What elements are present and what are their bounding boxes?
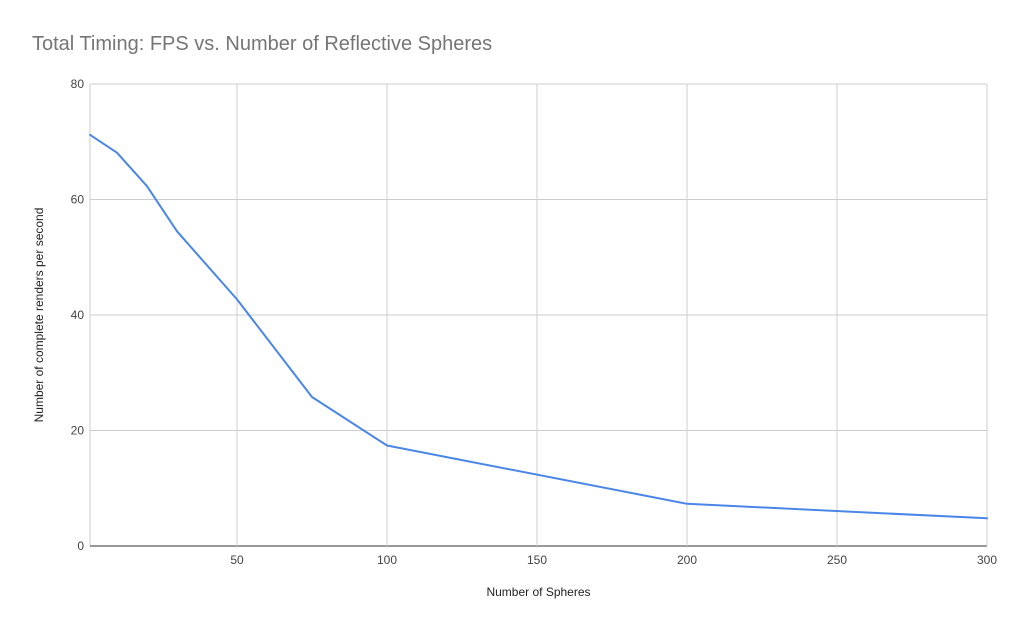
- data-point: [175, 229, 179, 233]
- chart-title: Total Timing: FPS vs. Number of Reflecti…: [32, 33, 493, 55]
- data-point: [145, 184, 149, 188]
- series-group: [88, 133, 989, 520]
- series-line: [89, 133, 988, 520]
- y-tick-label: 60: [71, 193, 85, 207]
- y-axis-title: Number of complete renders per second: [32, 208, 46, 423]
- x-tick-label: 100: [377, 553, 397, 567]
- data-point: [310, 395, 314, 399]
- x-tick-label: 200: [677, 553, 697, 567]
- grid-lines: [89, 83, 988, 547]
- x-axis-ticks: 50 100 150 200 250 300: [230, 553, 997, 567]
- x-tick-label: 50: [230, 553, 244, 567]
- data-point: [88, 133, 92, 137]
- y-tick-label: 20: [71, 424, 85, 438]
- data-point: [115, 151, 119, 155]
- y-tick-label: 0: [77, 539, 84, 553]
- data-point: [985, 516, 989, 520]
- y-axis-ticks: 0 20 40 60 80: [71, 77, 85, 553]
- data-point: [385, 444, 389, 448]
- data-point: [235, 297, 239, 301]
- y-tick-label: 40: [71, 308, 85, 322]
- x-axis-title: Number of Spheres: [486, 585, 590, 599]
- y-tick-label: 80: [71, 77, 85, 91]
- x-tick-label: 150: [527, 553, 547, 567]
- x-tick-label: 300: [977, 553, 997, 567]
- data-point: [685, 502, 689, 506]
- x-tick-label: 250: [827, 553, 847, 567]
